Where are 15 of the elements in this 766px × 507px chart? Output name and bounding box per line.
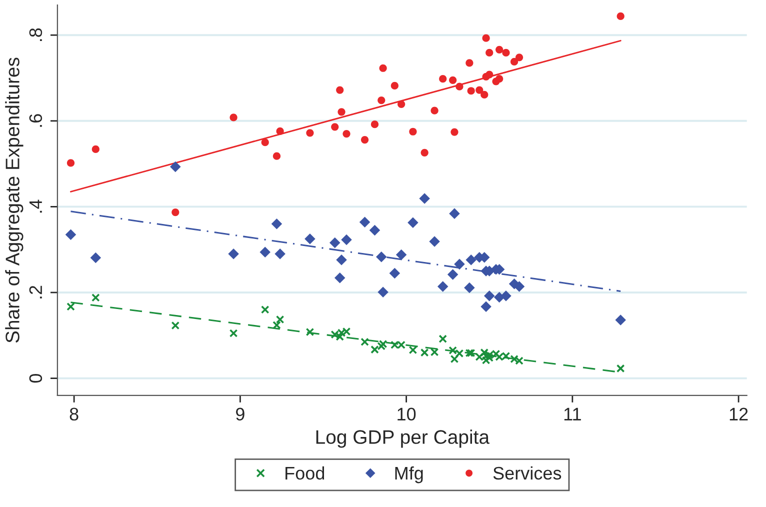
legend-label: Food [286,466,324,480]
legend-label: Mfg [395,466,423,484]
y-tick-label: .8 [29,28,42,41]
x-tick-label: 8 [70,408,78,421]
y-tick-label: .2 [29,286,42,298]
legend-label: Services [493,466,562,480]
x-tick-label: 12 [730,408,748,420]
x-tick-label: 9 [236,408,244,421]
y-tick-label: 0 [29,374,42,383]
y-tick-label: .6 [29,114,42,127]
x-tick-label: 10 [398,408,416,421]
x-axis-title: Log GDP per Capita [316,430,490,448]
x-tick-label: 11 [564,408,581,420]
y-axis-title: Share of Aggregate Expenditures [5,58,24,343]
y-tick-label: .4 [29,200,42,213]
